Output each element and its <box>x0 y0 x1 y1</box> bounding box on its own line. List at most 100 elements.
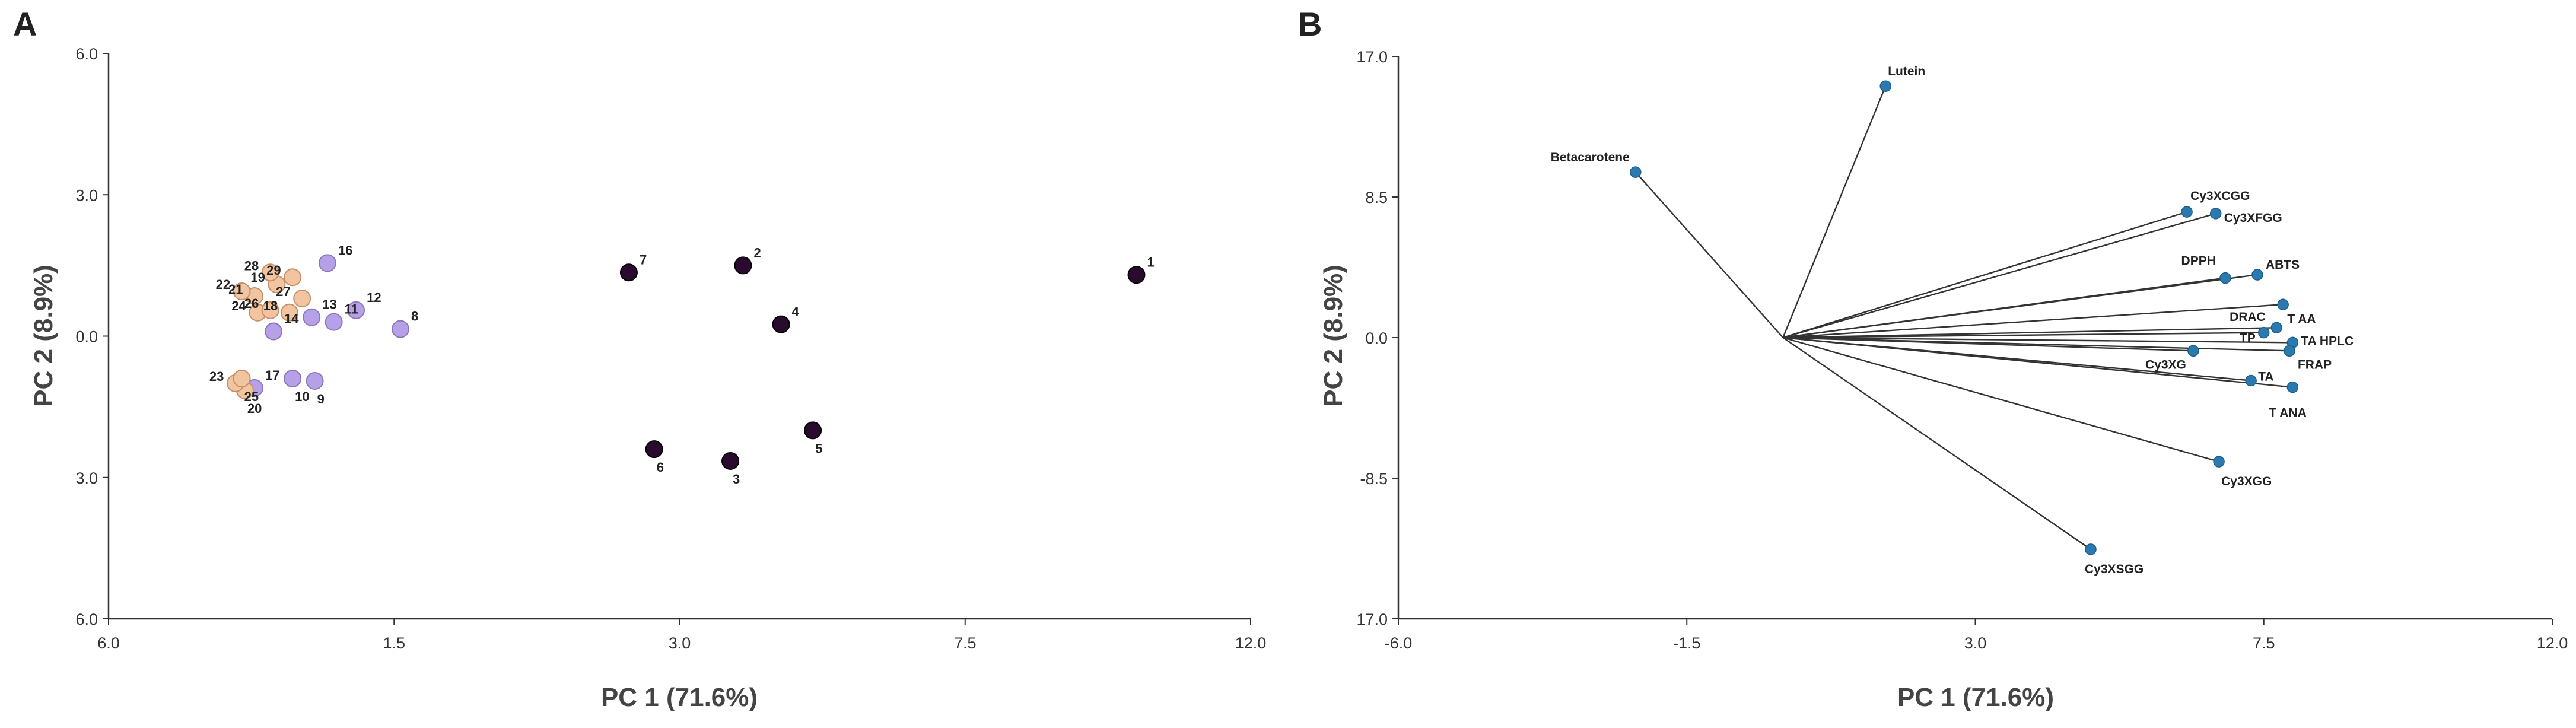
y-tick-label: 3.0 <box>75 186 98 204</box>
score-point-5 <box>804 421 822 440</box>
vector-line <box>1634 171 1784 338</box>
point-label: 5 <box>815 441 822 456</box>
vector-endpoint <box>2219 272 2231 284</box>
point-label: 14 <box>284 311 299 326</box>
point-label: 16 <box>338 243 352 257</box>
panel-b-y-axis-title: PC 2 (8.9%) <box>1319 265 1348 407</box>
panel-b-y-ticks: 17.0 8.5 0.0 -8.5 17.0 <box>1356 48 1398 628</box>
point-label: 13 <box>322 297 336 312</box>
point-label: 11 <box>345 302 358 317</box>
score-point-26 <box>261 301 279 319</box>
point-label: 17 <box>265 368 279 383</box>
score-point-12 <box>347 301 365 319</box>
panel-a-points: 1234567891011121314161718192021222324252… <box>209 243 1155 487</box>
score-point-13 <box>303 308 321 326</box>
vector-label: Cy3XG <box>2145 358 2186 371</box>
point-label: 2 <box>753 245 761 260</box>
vector-endpoint <box>2181 206 2193 218</box>
vector-line <box>1782 85 1887 338</box>
point-label: 27 <box>276 284 290 299</box>
vector-endpoint <box>2209 208 2222 220</box>
point-label: 22 <box>216 277 230 292</box>
vector-label: Lutein <box>1888 65 1925 78</box>
panel-a-x-axis-title: PC 1 (71.6%) <box>601 683 758 712</box>
score-point-10 <box>284 369 302 387</box>
x-tick-label: 3.0 <box>669 634 691 652</box>
vector-label: Cy3XSGG <box>2085 562 2144 576</box>
x-tick-label: 1.5 <box>383 634 405 652</box>
point-label: 24 <box>231 298 246 313</box>
vector-line <box>1782 211 2187 339</box>
x-tick-label: 6.0 <box>97 634 120 652</box>
vector-line <box>1783 336 2219 463</box>
x-tick-label: -1.5 <box>1673 634 1701 652</box>
score-point-6 <box>645 440 663 459</box>
y-tick-label: 0.0 <box>75 328 98 346</box>
point-label: 29 <box>266 263 281 278</box>
point-label: 1 <box>1147 255 1155 269</box>
score-point-18 <box>280 303 298 322</box>
panel-a-x-ticks: 6.0 1.5 3.0 7.5 12.0 <box>97 619 1266 652</box>
vector-label: Cy3XGG <box>2221 475 2272 488</box>
y-tick-label: 6.0 <box>75 611 98 628</box>
y-tick-label: 17.0 <box>1356 48 1388 66</box>
vector-endpoint <box>1630 166 1642 178</box>
vector-label: FRAP <box>2298 358 2332 371</box>
y-tick-label: 17.0 <box>1356 611 1388 628</box>
x-tick-label: 12.0 <box>2537 634 2568 652</box>
y-tick-label: 0.0 <box>1365 329 1388 347</box>
vector-line <box>1783 327 2277 339</box>
point-label: 25 <box>244 389 259 404</box>
point-label: 10 <box>295 389 309 404</box>
vector-label: DRAC <box>2230 310 2266 324</box>
vector-line <box>1783 332 2264 339</box>
point-label: 20 <box>247 401 262 416</box>
panel-a-letter: A <box>13 5 37 43</box>
vector-endpoint <box>2284 345 2295 357</box>
point-label: 12 <box>367 290 381 305</box>
vector-label: TA <box>2258 370 2273 383</box>
panel-b-vectors: Lutein Betacarotene Cy3XCGG Cy3XFGG DPPH ABTS… <box>1551 65 2354 576</box>
vector-label: T ANA <box>2269 406 2306 420</box>
panel-b-letter: B <box>1298 5 1322 43</box>
score-point-4 <box>772 315 790 333</box>
vector-line <box>1782 337 2091 550</box>
point-label: 23 <box>209 369 224 384</box>
point-label: 18 <box>263 298 278 313</box>
vector-line <box>1783 336 2293 344</box>
panel-b-x-ticks: -6.0 -1.5 3.0 7.5 12.0 <box>1385 619 2568 652</box>
point-label: 6 <box>657 460 664 475</box>
vector-label: Cy3XCGG <box>2190 189 2250 203</box>
vector-line <box>1783 336 2293 388</box>
x-tick-label: 12.0 <box>1235 634 1267 652</box>
score-point-25 <box>233 369 251 387</box>
vector-endpoint <box>2258 326 2270 339</box>
vector-endpoint <box>2270 322 2283 334</box>
vector-label: Betacarotene <box>1551 151 1630 164</box>
point-label: 19 <box>250 270 265 285</box>
score-point-27 <box>293 289 311 307</box>
point-label: 7 <box>640 252 647 267</box>
x-tick-label: 7.5 <box>954 634 977 652</box>
score-point-29 <box>284 268 302 287</box>
vector-endpoint <box>2245 374 2257 387</box>
score-point-28 <box>261 263 279 282</box>
vector-endpoint <box>1879 80 1891 92</box>
vector-line <box>1783 274 2258 339</box>
point-label: 4 <box>792 304 800 319</box>
y-tick-label: 6.0 <box>75 45 98 63</box>
point-label: 8 <box>411 309 418 324</box>
score-point-22 <box>233 282 251 301</box>
vector-label: T AA <box>2287 312 2316 326</box>
point-label: 26 <box>244 296 259 311</box>
panel-a-y-axis-title: PC 2 (8.9%) <box>29 265 58 407</box>
score-point-1 <box>1127 266 1146 284</box>
x-tick-label: 3.0 <box>1964 634 1987 652</box>
score-point-11 <box>325 313 343 331</box>
score-point-14 <box>265 322 283 341</box>
vector-line <box>1783 212 2216 339</box>
vector-endpoint <box>2251 269 2263 281</box>
vector-endpoint <box>2286 381 2299 393</box>
y-tick-label: 3.0 <box>75 469 98 487</box>
vector-label: TP <box>2240 332 2256 345</box>
